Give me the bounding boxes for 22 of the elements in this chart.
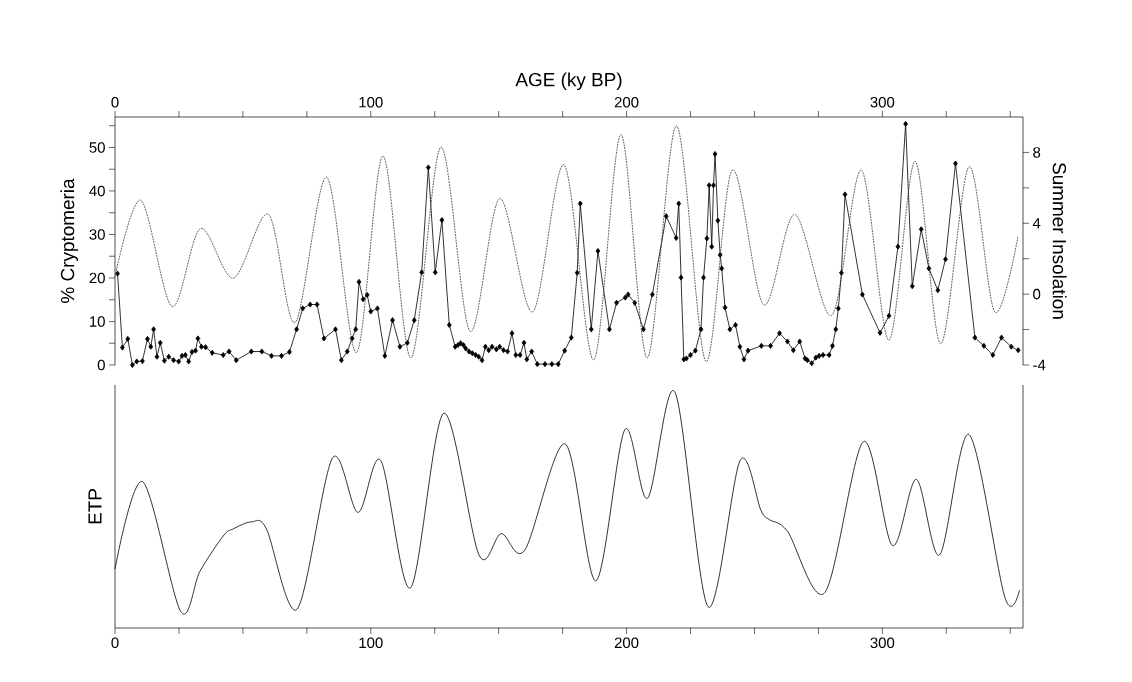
- y2-tick-label: 0: [1033, 288, 1041, 300]
- y2-tick-label: 8: [1033, 147, 1041, 158]
- y2-tick-label: 4: [1032, 218, 1041, 229]
- y-tick-label: 30: [89, 229, 105, 240]
- x-tick-label: 200: [614, 96, 639, 108]
- x-tick-label: 300: [870, 96, 895, 108]
- y-tick-label: 40: [89, 185, 105, 197]
- y2-axis-title: Summer Insolation: [1052, 162, 1067, 319]
- x-tick-label: 300: [870, 637, 895, 649]
- y2-tick-label: -4: [1033, 359, 1046, 371]
- x-tick-label: 0: [111, 637, 119, 649]
- y-tick-label: 10: [90, 316, 105, 327]
- y-axis-title: % Cryptomeria: [60, 178, 79, 303]
- x-tick-label: 200: [614, 637, 639, 649]
- x-tick-label: 100: [359, 637, 383, 649]
- y-tick-label: 50: [89, 142, 105, 153]
- y-axis-title: ETP: [88, 489, 102, 524]
- x-tick-label: 100: [359, 96, 383, 108]
- y-tick-label: 20: [89, 272, 105, 284]
- x-tick-label: 0: [111, 96, 119, 108]
- x-axis-title: AGE (ky BP): [515, 72, 622, 91]
- y-tick-label: 0: [97, 359, 105, 371]
